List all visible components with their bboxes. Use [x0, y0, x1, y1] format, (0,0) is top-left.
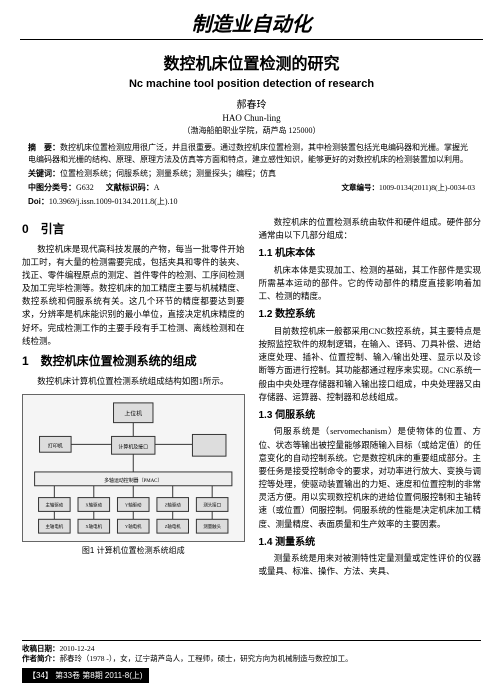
title-en: Nc machine tool position detection of re… [20, 78, 483, 90]
para-1-2: 目前数控机床一般都采用CNC数控系统，其主要特点是按照监控软件的规制逻辑，在输入… [259, 325, 482, 404]
doi-row: Doi：10.3969/j.issn.1009-0134.2011.8(上).1… [28, 196, 475, 208]
svg-text:Y轴电机: Y轴电机 [125, 523, 142, 530]
journal-title: 制造业自动化 [20, 0, 483, 40]
abstract-row: 摘 要：数控机床位置检测应用很广泛，并且很重要。通过数控机床位置检测，其中检测装… [28, 142, 475, 166]
svg-text:打印机: 打印机 [48, 442, 63, 449]
author-cn: 郝春玲 [20, 96, 483, 111]
recv-date: 2010-12-24 [60, 644, 95, 653]
heading-1-2: 1.2 数控系统 [259, 307, 482, 323]
figure-1: 上位机 打印机 计算机及接口 多轴运动控制器（PMAC） [22, 394, 245, 557]
right-intro: 数控机床的位置检测系统由软件和硬件组成。硬件部分通常由以下几部分组成： [259, 216, 482, 242]
section-0-para: 数控机床是现代高科技发展的产物，每当一批零件开始加工时，有大量的检测需要完成，包… [22, 243, 245, 348]
svg-text:Z轴电机: Z轴电机 [165, 523, 182, 530]
heading-1-3: 1.3 伺服系统 [259, 408, 482, 424]
footer: 收稿日期：2010-12-24 作者简介：郝春玲（1978 -），女，辽宁葫芦岛… [22, 640, 481, 683]
author-bio-row: 作者简介：郝春玲（1978 -），女，辽宁葫芦岛人，工程师，硕士，研究方向为机械… [22, 654, 481, 665]
doi-label: Doi： [28, 197, 49, 206]
docid-label: 文章编号： [342, 183, 380, 192]
clc-row: 中图分类号：G632 文献标识码：A 文章编号：1009-0134(2011)8… [28, 182, 475, 194]
heading-1-1: 1.1 机床本体 [259, 246, 482, 262]
figure-1-image: 上位机 打印机 计算机及接口 多轴运动控制器（PMAC） [22, 394, 245, 542]
svg-text:上位机: 上位机 [124, 409, 142, 417]
right-column: 数控机床的位置检测系统由软件和硬件组成。硬件部分通常由以下几部分组成： 1.1 … [259, 216, 482, 581]
title-cn: 数控机床位置检测的研究 [20, 50, 483, 74]
doi-text: 10.3969/j.issn.1009-0134.2011.8(上).10 [49, 197, 178, 206]
section-1-heading: 1 数控机床位置检测系统的组成 [22, 352, 245, 371]
section-1-para: 数控机床计算机位置检测系统组成结构如图1所示。 [22, 375, 245, 388]
svg-text:多轴运动控制器（PMAC）: 多轴运动控制器（PMAC） [104, 477, 162, 484]
heading-1-4: 1.4 测量系统 [259, 535, 482, 551]
section-0-heading: 0 引言 [22, 220, 245, 239]
svg-text:计算机及接口: 计算机及接口 [118, 443, 148, 450]
svg-text:测量触头: 测量触头 [203, 523, 221, 530]
author-bio-label: 作者简介： [22, 654, 60, 663]
body-columns: 0 引言 数控机床是现代高科技发展的产物，每当一批零件开始加工时，有大量的检测需… [22, 216, 481, 581]
para-1-4: 测量系统是用来对被测特性定量测量或定性评价的仪器或量具、标准、操作、方法、夹具、 [259, 552, 482, 578]
para-1-1: 机床本体是实现加工、检测的基础，其工作部件是实现所需基本运动的部件。它的传动部件… [259, 264, 482, 304]
keywords-row: 关键词：位置检测系统；伺服系统；测量系统；测量探头；编程；仿真 [28, 168, 475, 180]
abstract-text: 数控机床位置检测应用很广泛，并且很重要。通过数控机床位置检测，其中检测装置包括光… [28, 143, 468, 164]
clc-text: G632 [76, 183, 94, 192]
figure-1-caption: 图1 计算机位置检测系统组成 [22, 545, 245, 557]
recv-label: 收稿日期： [22, 644, 60, 653]
left-column: 0 引言 数控机床是现代高科技发展的产物，每当一批零件开始加工时，有大量的检测需… [22, 216, 245, 581]
affiliation: （渤海船舶职业学院，葫芦岛 125000） [20, 125, 483, 136]
para-1-3: 伺服系统是（servomechanism）是使物体的位置、方位、状态等输出被控量… [259, 425, 482, 530]
svg-text:X轴电机: X轴电机 [86, 523, 103, 530]
svg-text:主轴电机: 主轴电机 [45, 523, 63, 530]
abstract-label: 摘 要： [28, 143, 60, 152]
svg-text:测头接口: 测头接口 [203, 501, 221, 508]
author-en: HAO Chun-ling [20, 113, 483, 123]
recv-row: 收稿日期：2010-12-24 [22, 644, 481, 655]
diagram-icon: 上位机 打印机 计算机及接口 多轴运动控制器（PMAC） [23, 395, 244, 541]
keywords-text: 位置检测系统；伺服系统；测量系统；测量探头；编程；仿真 [60, 169, 276, 178]
svg-text:Y轴驱动: Y轴驱动 [125, 501, 142, 508]
docid-text: 1009-0134(2011)8(上)-0034-03 [379, 183, 475, 192]
footer-bar: 【34】 第33卷 第8期 2011-8(上) [22, 668, 149, 683]
meta-block: 摘 要：数控机床位置检测应用很广泛，并且很重要。通过数控机床位置检测，其中检测装… [28, 142, 475, 208]
svg-text:X轴驱动: X轴驱动 [86, 501, 103, 508]
clc-label: 中图分类号： [28, 183, 76, 192]
keywords-label: 关键词： [28, 169, 60, 178]
doccode-label: 文献标识码： [106, 183, 154, 192]
svg-text:Z轴驱动: Z轴驱动 [165, 501, 182, 508]
author-bio-text: 郝春玲（1978 -），女，辽宁葫芦岛人，工程师，硕士，研究方向为机械制造与数控… [60, 654, 353, 663]
doccode-text: A [154, 183, 160, 192]
svg-text:主轴驱动: 主轴驱动 [45, 501, 63, 508]
